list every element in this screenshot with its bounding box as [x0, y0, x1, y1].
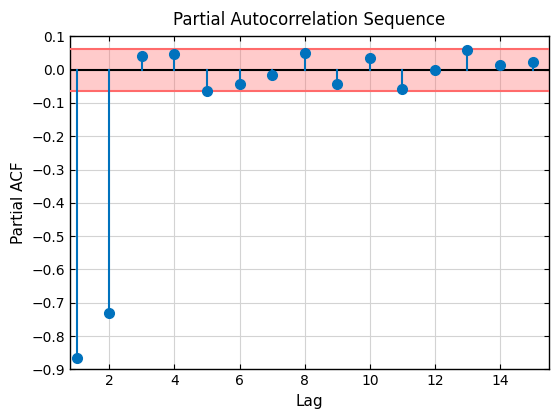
X-axis label: Lag: Lag — [296, 394, 323, 409]
Title: Partial Autocorrelation Sequence: Partial Autocorrelation Sequence — [174, 11, 446, 29]
Y-axis label: Partial ACF: Partial ACF — [11, 162, 26, 244]
Bar — [70, 49, 549, 91]
